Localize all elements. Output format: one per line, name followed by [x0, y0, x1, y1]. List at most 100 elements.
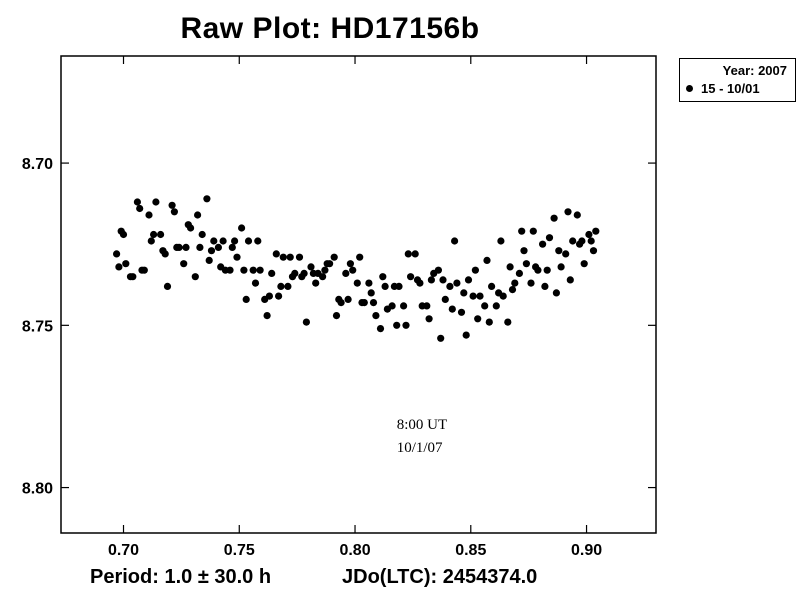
- data-point: [238, 224, 246, 232]
- data-point: [330, 253, 338, 261]
- y-tick-label: 8.80: [22, 481, 53, 498]
- data-point: [367, 289, 375, 297]
- x-tick-label: 0.90: [571, 542, 602, 559]
- data-point: [119, 230, 128, 239]
- data-point: [485, 318, 493, 326]
- data-point: [191, 273, 199, 281]
- data-point: [231, 237, 239, 245]
- data-point: [240, 266, 248, 274]
- data-point: [147, 237, 155, 245]
- data-point: [488, 282, 496, 290]
- data-point: [518, 227, 526, 235]
- data-point: [321, 266, 329, 274]
- data-point: [152, 198, 160, 206]
- data-point: [407, 273, 415, 281]
- x-tick-label: 0.80: [339, 542, 370, 559]
- data-point: [115, 263, 123, 271]
- data-point: [157, 230, 165, 239]
- data-point: [587, 237, 595, 245]
- data-point: [566, 276, 574, 284]
- data-point: [372, 312, 380, 320]
- data-point: [580, 260, 588, 268]
- footer-jdo: JDo(LTC): 2454374.0: [342, 566, 538, 588]
- data-point: [585, 230, 593, 239]
- data-point: [411, 250, 419, 258]
- data-point: [326, 260, 334, 268]
- footer-period: Period: 1.0 ± 30.0 h: [90, 566, 272, 588]
- data-point: [592, 227, 600, 235]
- data-point: [244, 237, 253, 245]
- data-point: [376, 325, 385, 333]
- data-point: [272, 250, 280, 258]
- data-point: [170, 208, 178, 216]
- data-point: [344, 295, 352, 303]
- data-point: [256, 266, 264, 274]
- data-point: [129, 273, 137, 281]
- data-point: [286, 253, 294, 261]
- data-point: [539, 240, 547, 248]
- data-point: [557, 263, 565, 271]
- data-point: [196, 243, 204, 251]
- x-tick-label: 0.75: [224, 542, 255, 559]
- data-point: [541, 282, 549, 290]
- data-point: [140, 266, 148, 274]
- data-point: [404, 250, 412, 258]
- plot-frame: [60, 55, 657, 534]
- data-point: [291, 269, 299, 277]
- data-point: [205, 256, 213, 264]
- data-point: [545, 234, 554, 242]
- data-point: [573, 211, 581, 219]
- data-point: [481, 302, 489, 310]
- data-point: [388, 302, 396, 310]
- annotation-date: 10/1/07: [397, 440, 443, 456]
- data-point: [427, 276, 435, 284]
- y-tick-label: 8.70: [22, 156, 53, 173]
- annotation-time: 8:00 UT: [397, 417, 447, 433]
- data-point: [499, 292, 507, 300]
- data-point: [113, 250, 121, 258]
- data-point: [332, 312, 341, 320]
- data-point: [416, 279, 424, 287]
- data-point: [483, 256, 491, 264]
- data-point: [471, 266, 479, 274]
- data-point: [529, 227, 537, 235]
- data-point: [207, 247, 216, 255]
- data-point: [307, 263, 315, 271]
- data-point: [369, 299, 378, 307]
- chart-title: Raw Plot: HD17156b: [180, 12, 480, 45]
- data-point: [474, 315, 482, 323]
- data-point: [434, 266, 442, 274]
- data-point: [400, 302, 408, 310]
- data-point: [360, 299, 368, 307]
- y-axis-ticks: 8.70 8.75 8.80: [22, 156, 656, 498]
- data-point: [187, 224, 195, 232]
- data-point: [589, 247, 598, 255]
- data-point: [198, 230, 206, 239]
- data-point: [251, 279, 260, 287]
- data-point: [279, 253, 287, 261]
- data-points: [113, 195, 600, 342]
- x-tick-label: 0.70: [108, 542, 139, 559]
- data-point: [527, 279, 535, 287]
- data-point: [346, 260, 354, 268]
- data-point: [214, 243, 222, 251]
- legend-header: Year: 2007: [722, 63, 787, 78]
- data-point: [242, 295, 250, 303]
- data-point: [263, 312, 271, 320]
- data-point: [395, 282, 403, 290]
- data-point: [353, 279, 361, 287]
- data-point: [337, 299, 345, 307]
- data-point: [122, 260, 130, 268]
- legend-entry: 15 - 10/01: [686, 81, 760, 96]
- data-point: [562, 250, 570, 258]
- data-point: [446, 282, 454, 290]
- data-point: [194, 211, 202, 219]
- data-point: [497, 237, 505, 245]
- data-point: [163, 282, 172, 290]
- data-point: [379, 273, 387, 281]
- data-point: [425, 315, 433, 323]
- data-point: [182, 243, 190, 251]
- data-point: [295, 253, 304, 261]
- data-point: [506, 263, 514, 271]
- data-point: [393, 321, 401, 329]
